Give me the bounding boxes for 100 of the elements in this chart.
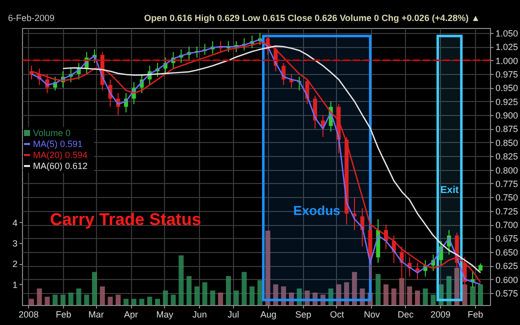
bar — [84, 294, 90, 305]
bar — [52, 294, 58, 305]
bar — [407, 286, 412, 305]
bar — [92, 272, 98, 305]
bar — [116, 294, 121, 305]
bar — [296, 288, 302, 305]
x-tick-label: Mar — [88, 310, 104, 320]
y-tick-label: 3 — [12, 238, 18, 248]
bar — [147, 296, 152, 305]
x-tick-label: Oct — [330, 310, 344, 320]
y2-tick-label: 0.875 — [496, 124, 518, 134]
bar — [218, 292, 224, 305]
y2-tick-label: 0.625 — [496, 261, 518, 272]
bar — [391, 288, 396, 305]
x-tick-label: Feb — [468, 310, 484, 320]
y2-tick-label: 0.575 — [496, 288, 518, 298]
bar — [336, 284, 342, 305]
x-tick-label: Jun — [192, 310, 207, 320]
bar — [446, 276, 452, 305]
bar — [178, 255, 184, 305]
bar — [328, 288, 334, 305]
y2-tick-label: 0.675 — [496, 234, 518, 244]
bar — [368, 292, 373, 305]
bar — [131, 298, 136, 305]
chart-subtitle: Open 0.616 High 0.629 Low 0.615 Close 0.626 Volume 0 Chg +0.026 (+4.28%) ▲ — [144, 13, 480, 23]
bar — [399, 278, 404, 305]
bar — [352, 272, 357, 305]
bar — [273, 284, 278, 305]
bar — [242, 272, 247, 305]
y2-tick-label: 0.975 — [496, 69, 518, 80]
bar — [376, 274, 381, 305]
x-tick-label: 2009 — [430, 310, 451, 320]
bar — [68, 292, 74, 305]
bar — [462, 284, 468, 305]
y2-tick-label: 0.800 — [496, 165, 518, 176]
bar — [414, 290, 420, 305]
bar — [360, 288, 365, 305]
bar — [470, 286, 476, 305]
bar — [383, 284, 388, 305]
y2-tick-label: 0.950 — [496, 83, 518, 94]
bar — [234, 290, 239, 305]
band-label: Exodus — [293, 203, 340, 218]
bar — [76, 288, 82, 305]
bar — [139, 298, 144, 305]
bar — [304, 290, 310, 305]
bar — [124, 298, 129, 305]
bar — [257, 280, 262, 305]
bar — [281, 286, 286, 305]
y2-tick-label: 0.900 — [496, 110, 518, 121]
y2-tick-label: 0.725 — [496, 206, 518, 216]
x-tick-label: Jul — [228, 310, 240, 320]
y2-tick-label: 1.050 — [496, 28, 518, 38]
text: MA(5) 0.591 — [33, 139, 83, 149]
bar — [155, 298, 160, 305]
y2-tick-label: 0.850 — [496, 138, 518, 148]
bar — [44, 296, 50, 305]
y2-tick-label: 0.925 — [496, 96, 518, 107]
text: MA(60) 0.612 — [33, 161, 88, 171]
y2-tick-label: 0.700 — [496, 220, 518, 230]
bar — [162, 290, 168, 305]
y2-tick-label: 1.000 — [496, 56, 518, 66]
y-tick-label: 4 — [12, 218, 18, 228]
x-tick-label: May — [156, 310, 174, 320]
bar — [438, 284, 444, 305]
text: MA(20) 0.594 — [33, 150, 88, 160]
bar — [312, 292, 318, 305]
bar — [226, 276, 231, 305]
bar — [344, 282, 350, 305]
x-tick-label: Aug — [260, 310, 276, 320]
bar — [250, 286, 255, 305]
bar — [320, 294, 326, 305]
bar — [170, 294, 176, 305]
bar — [202, 282, 208, 305]
bar — [194, 286, 200, 305]
y2-tick-label: 0.825 — [496, 152, 518, 162]
bar — [210, 290, 216, 305]
band-label: Exit — [440, 185, 460, 196]
bar — [478, 284, 483, 305]
bar — [288, 292, 294, 305]
chart-title: 6-Feb-2009 — [8, 13, 55, 23]
bar — [36, 288, 42, 305]
annotation: Carry Trade Status — [50, 210, 202, 229]
x-tick-label: Nov — [364, 310, 380, 320]
bar — [29, 298, 34, 305]
x-tick-label: Sep — [295, 310, 312, 320]
y2-tick-label: 0.600 — [496, 274, 518, 285]
y-tick-label: 1 — [12, 280, 18, 290]
bar — [265, 230, 270, 305]
bar — [422, 288, 428, 305]
bar — [186, 276, 192, 305]
legend-label: Volume 0 — [33, 128, 71, 138]
x-tick-label: Dec — [398, 310, 414, 320]
y2-tick-label: 0.775 — [496, 178, 518, 189]
bar — [454, 268, 460, 305]
bar — [430, 294, 436, 305]
y-tick-label: 2 — [12, 259, 18, 270]
y2-tick-label: 1.025 — [496, 42, 518, 52]
x-tick-label: Apr — [124, 310, 138, 320]
bar — [60, 294, 66, 305]
x-tick-label: Feb — [56, 310, 72, 320]
